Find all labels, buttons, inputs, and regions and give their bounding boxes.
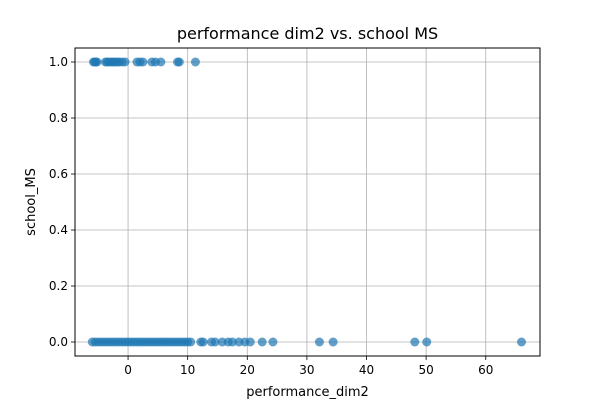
scatter-point — [156, 57, 166, 67]
scatter-point — [198, 337, 208, 347]
x-axis-ticks: 0 10 20 30 40 50 60 — [124, 356, 493, 377]
scatter-point — [245, 337, 255, 347]
x-tick-label: 30 — [299, 363, 314, 377]
y-tick-label: 1.0 — [49, 55, 68, 69]
y-tick-label: 0.0 — [49, 335, 68, 349]
scatter-point — [422, 337, 432, 347]
x-tick-label: 60 — [478, 363, 493, 377]
scatter-point — [174, 57, 184, 67]
y-tick-label: 0.6 — [49, 167, 68, 181]
scatter-point — [186, 337, 196, 347]
scatter-point — [120, 57, 130, 67]
data-points — [87, 57, 527, 347]
scatter-point — [328, 337, 338, 347]
y-tick-label: 0.4 — [49, 223, 68, 237]
y-tick-label: 0.2 — [49, 279, 68, 293]
x-tick-label: 50 — [418, 363, 433, 377]
x-axis-label: performance_dim2 — [246, 385, 369, 400]
scatter-point — [268, 337, 278, 347]
x-tick-label: 40 — [359, 363, 374, 377]
scatter-point — [410, 337, 420, 347]
y-tick-label: 0.8 — [49, 111, 68, 125]
scatter-point — [92, 57, 102, 67]
scatter-point — [314, 337, 324, 347]
x-tick-label: 0 — [124, 363, 132, 377]
scatter-point — [210, 337, 220, 347]
chart-title: performance dim2 vs. school MS — [177, 24, 438, 43]
y-axis-ticks: 0.0 0.2 0.4 0.6 0.8 1.0 — [49, 55, 75, 349]
scatter-point — [227, 337, 237, 347]
y-axis-label: school_MS — [24, 168, 39, 236]
scatter-point — [138, 57, 148, 67]
scatter-point — [190, 57, 200, 67]
scatter-point — [257, 337, 267, 347]
x-tick-label: 20 — [240, 363, 255, 377]
x-tick-label: 10 — [180, 363, 195, 377]
scatter-point — [517, 337, 527, 347]
plot-frame — [74, 47, 541, 357]
